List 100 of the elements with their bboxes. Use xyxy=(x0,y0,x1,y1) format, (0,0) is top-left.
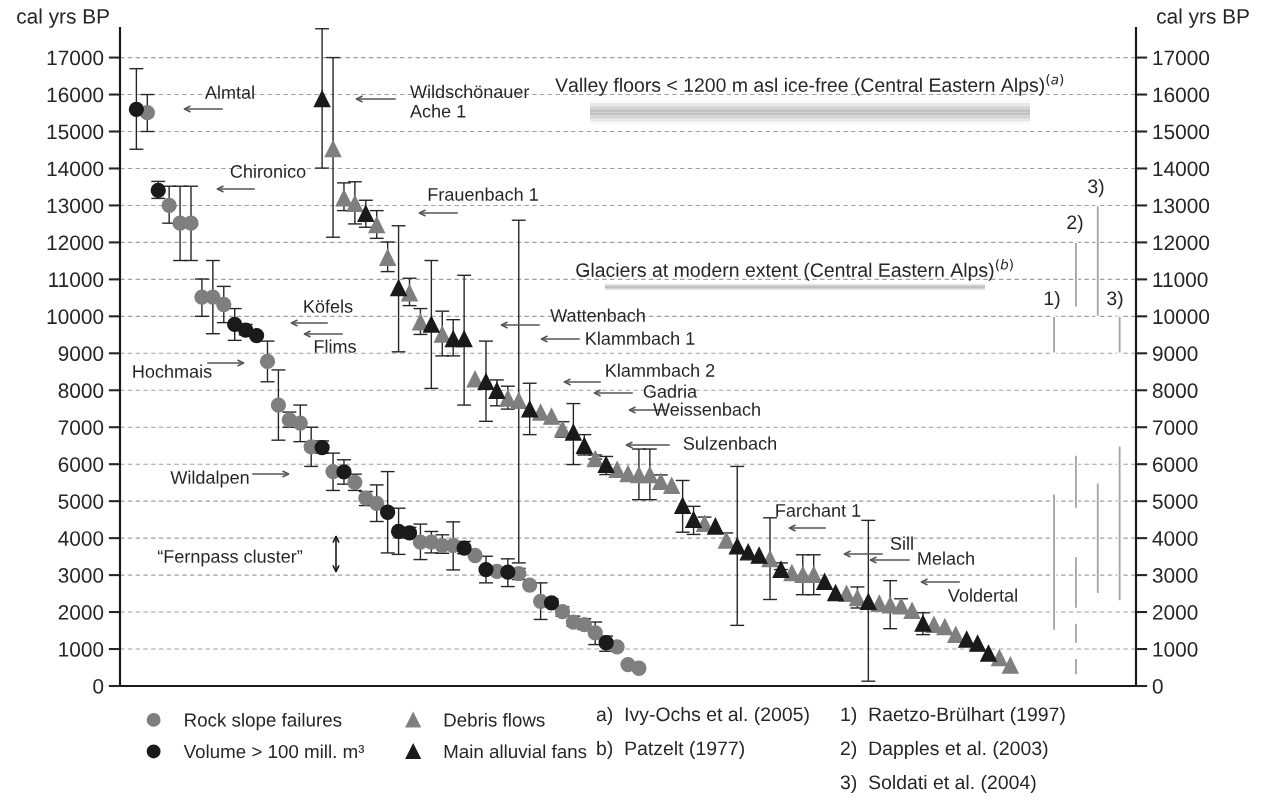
point xyxy=(1002,656,1019,674)
y-tick-label: 1000 xyxy=(59,642,104,657)
annotation: “Fernpass cluster” xyxy=(157,549,303,567)
y2-tick-label: 7000 xyxy=(1153,420,1198,435)
annotation: Klammbach 1 xyxy=(586,331,695,345)
point xyxy=(259,353,276,370)
legend-label: Volume > 100 mill. m³ xyxy=(183,744,365,759)
point xyxy=(772,561,790,578)
annotation: 3) xyxy=(1107,290,1123,310)
point xyxy=(313,90,331,108)
annotation: 2) xyxy=(1067,214,1083,234)
point xyxy=(324,140,342,158)
point xyxy=(368,216,386,234)
annotation: Wildalpen xyxy=(170,470,249,488)
point xyxy=(969,635,986,652)
y2-tick-label: 6000 xyxy=(1153,457,1198,472)
point xyxy=(500,564,516,580)
point xyxy=(510,392,528,409)
annotation: Hochmais xyxy=(133,364,212,378)
y2-tick-label: 3000 xyxy=(1152,568,1198,583)
point xyxy=(423,316,440,333)
y-tick-label: 15000 xyxy=(47,124,104,140)
y-tick-label: 4000 xyxy=(58,531,104,546)
point xyxy=(914,615,932,632)
point xyxy=(401,284,418,302)
point xyxy=(335,189,353,207)
annotation: Flims xyxy=(314,339,356,353)
annotation: Voldertal xyxy=(947,588,1017,602)
y2-tick-label: 16000 xyxy=(1153,87,1210,103)
point xyxy=(728,537,746,555)
annotation: Farchant 1 xyxy=(776,503,861,517)
point xyxy=(521,400,539,418)
annotation: Glaciers at modern extent (Central Eastern Alps)$^{(b)}$ xyxy=(576,259,1013,281)
point xyxy=(357,205,375,222)
point xyxy=(478,561,494,578)
y2-tick-label: 5000 xyxy=(1152,494,1198,509)
point xyxy=(565,424,582,441)
point xyxy=(947,626,965,643)
text: b) Patzelt (1977) xyxy=(597,740,744,760)
point xyxy=(292,415,308,431)
y-tick-label: 16000 xyxy=(47,87,104,103)
point xyxy=(128,101,145,117)
annotation: Köfels xyxy=(304,299,353,313)
point xyxy=(587,625,603,641)
point xyxy=(488,382,506,399)
point xyxy=(161,197,177,214)
y-tick-label: 0 xyxy=(93,679,104,694)
y-tick-label: 6000 xyxy=(58,457,104,472)
text: a) Ivy-Ochs et al. (2005) xyxy=(596,706,809,726)
point xyxy=(631,660,647,676)
y2-tick-label: 2000 xyxy=(1153,605,1198,620)
y2-tick-label: 1000 xyxy=(1153,642,1198,657)
y2-axis-title: cal yrs BP xyxy=(1157,8,1249,28)
annotation: Chironico xyxy=(230,164,306,178)
y2-tick-label: 0 xyxy=(1152,679,1163,694)
point xyxy=(522,577,538,593)
point xyxy=(455,330,473,348)
point xyxy=(183,215,199,231)
point xyxy=(379,249,396,266)
y2-tick-label: 4000 xyxy=(1152,531,1198,546)
annotation: Weissenbach xyxy=(653,402,760,416)
point xyxy=(543,408,560,425)
point xyxy=(750,547,768,564)
point xyxy=(827,584,844,602)
text: 2) Dapples et al. (2003) xyxy=(840,740,1048,760)
point xyxy=(641,466,659,484)
annotation: Klammbach 2 xyxy=(606,363,715,377)
point xyxy=(336,464,352,480)
annotation: 1) xyxy=(1044,290,1060,310)
point xyxy=(227,316,243,333)
point xyxy=(477,373,495,391)
point xyxy=(433,326,451,343)
point xyxy=(390,279,407,297)
y-tick-label: 2000 xyxy=(58,605,104,620)
point xyxy=(467,547,483,564)
annotation: Gadria xyxy=(643,384,698,398)
y2-tick-label: 15000 xyxy=(1153,124,1210,140)
y2-tick-label: 10000 xyxy=(1153,309,1210,325)
point xyxy=(903,602,921,619)
legend-label: Main alluvial fans xyxy=(444,744,587,759)
annotation: 3) xyxy=(1088,178,1104,198)
point xyxy=(685,511,702,528)
point xyxy=(216,296,232,313)
y-tick-label: 13000 xyxy=(47,198,104,214)
y2-tick-label: 12000 xyxy=(1153,235,1210,251)
point xyxy=(532,404,549,421)
y-tick-label: 11000 xyxy=(49,272,104,288)
annotation: Melach xyxy=(918,551,974,565)
point xyxy=(248,327,265,344)
annotation: Wildschönauer Ache 1 xyxy=(410,84,530,118)
point xyxy=(936,618,954,636)
point xyxy=(369,495,385,512)
point xyxy=(346,195,364,212)
y2-tick-label: 13000 xyxy=(1153,198,1210,214)
point xyxy=(717,532,735,549)
point xyxy=(205,289,221,305)
y-tick-label: 17000 xyxy=(47,50,104,66)
y2-tick-label: 11000 xyxy=(1153,272,1208,288)
text: 1) Raetzo-Brülhart (1997) xyxy=(841,706,1065,726)
point xyxy=(270,397,287,413)
